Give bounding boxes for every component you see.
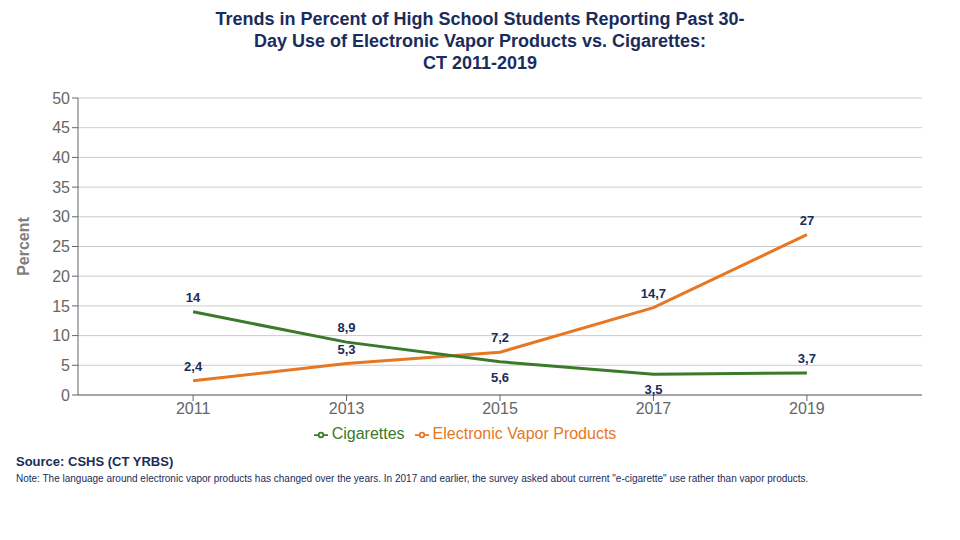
svg-text:40: 40 xyxy=(52,149,70,166)
svg-text:14: 14 xyxy=(186,290,201,305)
svg-text:20: 20 xyxy=(52,268,70,285)
svg-text:25: 25 xyxy=(52,238,70,255)
html-text:Day Use of Electronic Vapor Pr: Day Use of Electronic Vapor Products vs.… xyxy=(253,31,707,51)
svg-text:2,4: 2,4 xyxy=(184,359,203,374)
svg-text:8,9: 8,9 xyxy=(338,320,356,335)
svg-text:30: 30 xyxy=(52,208,70,225)
svg-text:45: 45 xyxy=(52,119,70,136)
svg-text:50: 50 xyxy=(52,90,70,107)
svg-text:2019: 2019 xyxy=(789,400,825,417)
svg-text:14,7: 14,7 xyxy=(641,286,666,301)
svg-text:15: 15 xyxy=(52,298,70,315)
svg-text:3,5: 3,5 xyxy=(644,382,662,397)
html-text:Electronic Vapor Products: Electronic Vapor Products xyxy=(432,425,617,442)
svg-text:2013: 2013 xyxy=(329,400,365,417)
svg-text:3,7: 3,7 xyxy=(798,351,816,366)
html-text:CT 2011-2019: CT 2011-2019 xyxy=(423,53,537,73)
html-text:Cigarettes: Cigarettes xyxy=(331,425,405,442)
svg-text:10: 10 xyxy=(52,327,70,344)
svg-text:2017: 2017 xyxy=(636,400,672,417)
svg-text:7,2: 7,2 xyxy=(491,330,509,345)
svg-text:2011: 2011 xyxy=(176,400,211,417)
html-text:Note: The language around elec: Note: The language around electronic vap… xyxy=(16,473,809,484)
html-text:Source: CSHS (CT YRBS): Source: CSHS (CT YRBS) xyxy=(16,454,174,469)
svg-text:Percent: Percent xyxy=(15,216,32,275)
html-text:Trends in Percent of High Scho: Trends in Percent of High School Student… xyxy=(215,9,745,29)
svg-text:2015: 2015 xyxy=(482,400,518,417)
svg-text:27: 27 xyxy=(800,213,814,228)
svg-text:35: 35 xyxy=(52,179,70,196)
svg-text:5,3: 5,3 xyxy=(338,342,356,357)
svg-text:5: 5 xyxy=(61,357,70,374)
svg-text:0: 0 xyxy=(61,387,70,404)
svg-text:5,6: 5,6 xyxy=(491,370,509,385)
